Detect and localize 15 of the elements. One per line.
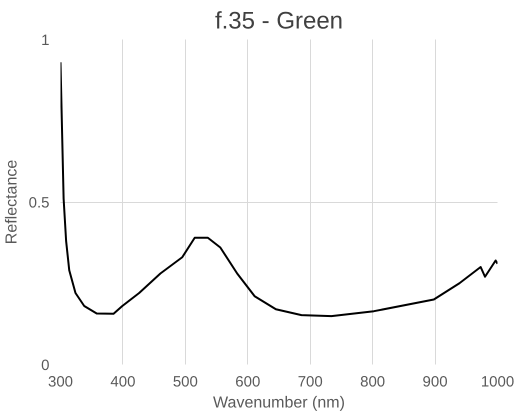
line-series <box>60 61 498 318</box>
x-tick-label: 600 <box>235 374 260 390</box>
x-tick-label: 900 <box>422 374 448 390</box>
x-tick-label: 800 <box>360 374 386 390</box>
x-tick-label: 500 <box>172 374 198 390</box>
y-tick-label: 1 <box>41 32 50 49</box>
x-axis-title: Wavenumber (nm) <box>213 394 345 412</box>
x-tick-label: 300 <box>48 374 74 390</box>
chart-title: f.35 - Green <box>214 8 344 34</box>
y-tick-label: 0.5 <box>28 194 50 212</box>
x-tick-label: 400 <box>110 374 136 390</box>
y-axis-title: Reflectance <box>4 160 21 244</box>
x-tick-label: 700 <box>298 374 323 390</box>
y-tick-label: 0 <box>41 357 50 374</box>
x-tick-label: 1000 <box>480 374 514 390</box>
